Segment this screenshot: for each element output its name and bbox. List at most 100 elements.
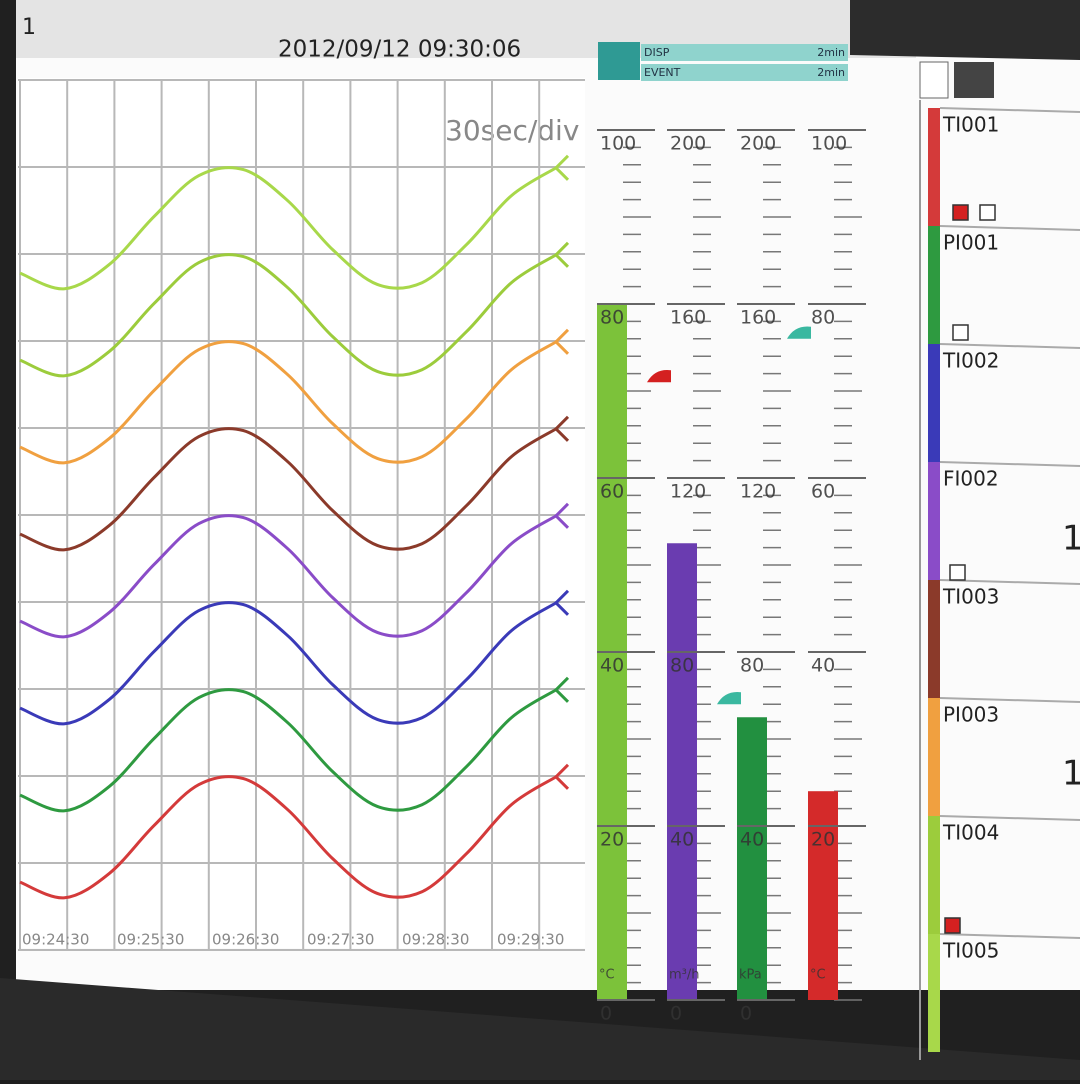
- scale-label: 40: [670, 829, 694, 851]
- gauge-bar: [737, 717, 767, 1000]
- tag-name: PI003: [943, 703, 999, 727]
- memory-bar: [641, 44, 848, 61]
- unit-label: °C: [599, 968, 615, 983]
- tag-name: TI004: [942, 821, 999, 845]
- trace-pointer: [553, 589, 570, 616]
- alarm-indicator: [949, 564, 966, 581]
- trace-pointer: [553, 502, 570, 529]
- trace: [19, 340, 557, 465]
- alarm-marker: [717, 691, 741, 705]
- memory-time: 2min: [817, 66, 845, 79]
- unit-label: °C: [810, 968, 826, 983]
- time-label: 09:27:30: [307, 931, 374, 949]
- scale-label: 100: [811, 133, 847, 155]
- memory-bar: [641, 64, 848, 81]
- trace: [19, 601, 557, 726]
- traces: [19, 154, 570, 900]
- trace: [19, 427, 557, 552]
- scale-label: 40: [740, 829, 764, 851]
- partial-value: 1: [1062, 754, 1080, 794]
- memory-label: EVENT: [644, 66, 681, 79]
- trace-pointer: [553, 328, 570, 355]
- time-label: 09:28:30: [402, 931, 469, 949]
- scale-label: 160: [670, 307, 706, 329]
- trace: [19, 688, 557, 813]
- trace: [19, 775, 557, 900]
- tag-color: [928, 462, 940, 580]
- scale-label: 80: [670, 655, 694, 677]
- tag-separator: [939, 107, 1080, 113]
- scale-label: 60: [811, 481, 835, 503]
- scale-label: 40: [811, 655, 835, 677]
- scale-label: 200: [670, 133, 706, 155]
- scale-label: 20: [811, 829, 835, 851]
- unit-label: kPa: [739, 968, 762, 983]
- time-per-div: 30sec/div: [445, 114, 579, 147]
- trace-pointer: [553, 676, 570, 703]
- tag-color: [928, 934, 940, 1052]
- partial-value: 1: [1062, 519, 1080, 559]
- memory-label: DISP: [644, 46, 670, 59]
- time-label: 09:26:30: [212, 931, 279, 949]
- trend-area: [18, 78, 585, 948]
- screen-number: 1: [22, 15, 36, 40]
- memory-time: 2min: [817, 46, 845, 59]
- scale-label: 0: [740, 1003, 752, 1025]
- alarm-marker: [647, 370, 671, 383]
- tag-separator: [939, 225, 1080, 231]
- scale-label: 0: [600, 1003, 612, 1025]
- tag-color: [928, 580, 940, 698]
- scale-label: 120: [740, 481, 776, 503]
- alarm-indicator: [944, 917, 961, 934]
- scale-label: 40: [600, 655, 624, 677]
- bar-gauges: 0 20 40 60 80 100 °C 0 40 80 120 160 200 m³/h 0 40 80 120…: [597, 129, 866, 1025]
- tag-color: [928, 344, 940, 462]
- tag-separator: [939, 933, 1080, 939]
- tag-name: TI001: [942, 113, 999, 137]
- alarm-marker: [787, 326, 811, 339]
- scale-label: 120: [670, 481, 706, 503]
- trace-pointer: [553, 241, 570, 268]
- trace-pointer: [553, 154, 570, 181]
- time-label: 09:29:30: [497, 931, 564, 949]
- tag-color: [928, 108, 940, 226]
- trace-pointer: [553, 415, 570, 442]
- date-time: 2012/09/12 09:30:06: [278, 37, 521, 63]
- alarm-indicator: [952, 324, 969, 341]
- memory-icon[interactable]: [598, 42, 640, 80]
- trace-pointer: [553, 763, 570, 790]
- grid: 09:24:30 09:25:30 09:26:30 09:27:30 09:28:30…: [18, 79, 585, 951]
- gauge-bar: [667, 543, 697, 1000]
- time-label: 09:25:30: [117, 931, 184, 949]
- trace: [19, 166, 557, 291]
- tag-separator: [939, 343, 1080, 349]
- tag-name: PI001: [943, 231, 999, 255]
- scale-label: 80: [740, 655, 764, 677]
- scale-label: 100: [600, 133, 636, 155]
- tag-separator: [939, 461, 1080, 467]
- scale-label: 0: [670, 1003, 682, 1025]
- tag-separator: [939, 697, 1080, 703]
- tag-name: TI002: [942, 349, 999, 373]
- unit-label: m³/h: [669, 968, 700, 983]
- tag-name: TI003: [942, 585, 999, 609]
- keylock-icon[interactable]: [954, 62, 994, 98]
- tag-name: FI002: [943, 467, 999, 491]
- alarm-indicator: [952, 204, 969, 221]
- bezel-top: [850, 0, 1080, 60]
- time-label: 09:24:30: [22, 931, 89, 949]
- tag-color: [928, 698, 940, 816]
- bezel-bottom: [0, 978, 1080, 1080]
- scale-label: 80: [600, 307, 624, 329]
- tag-name: TI005: [942, 939, 999, 963]
- alarm-indicator: [979, 204, 996, 221]
- trace: [19, 514, 557, 639]
- scale-label: 60: [600, 481, 624, 503]
- tag-color: [928, 816, 940, 934]
- tag-separator: [939, 815, 1080, 821]
- sd-icon[interactable]: [919, 61, 949, 99]
- trace: [19, 253, 557, 378]
- scale-label: 200: [740, 133, 776, 155]
